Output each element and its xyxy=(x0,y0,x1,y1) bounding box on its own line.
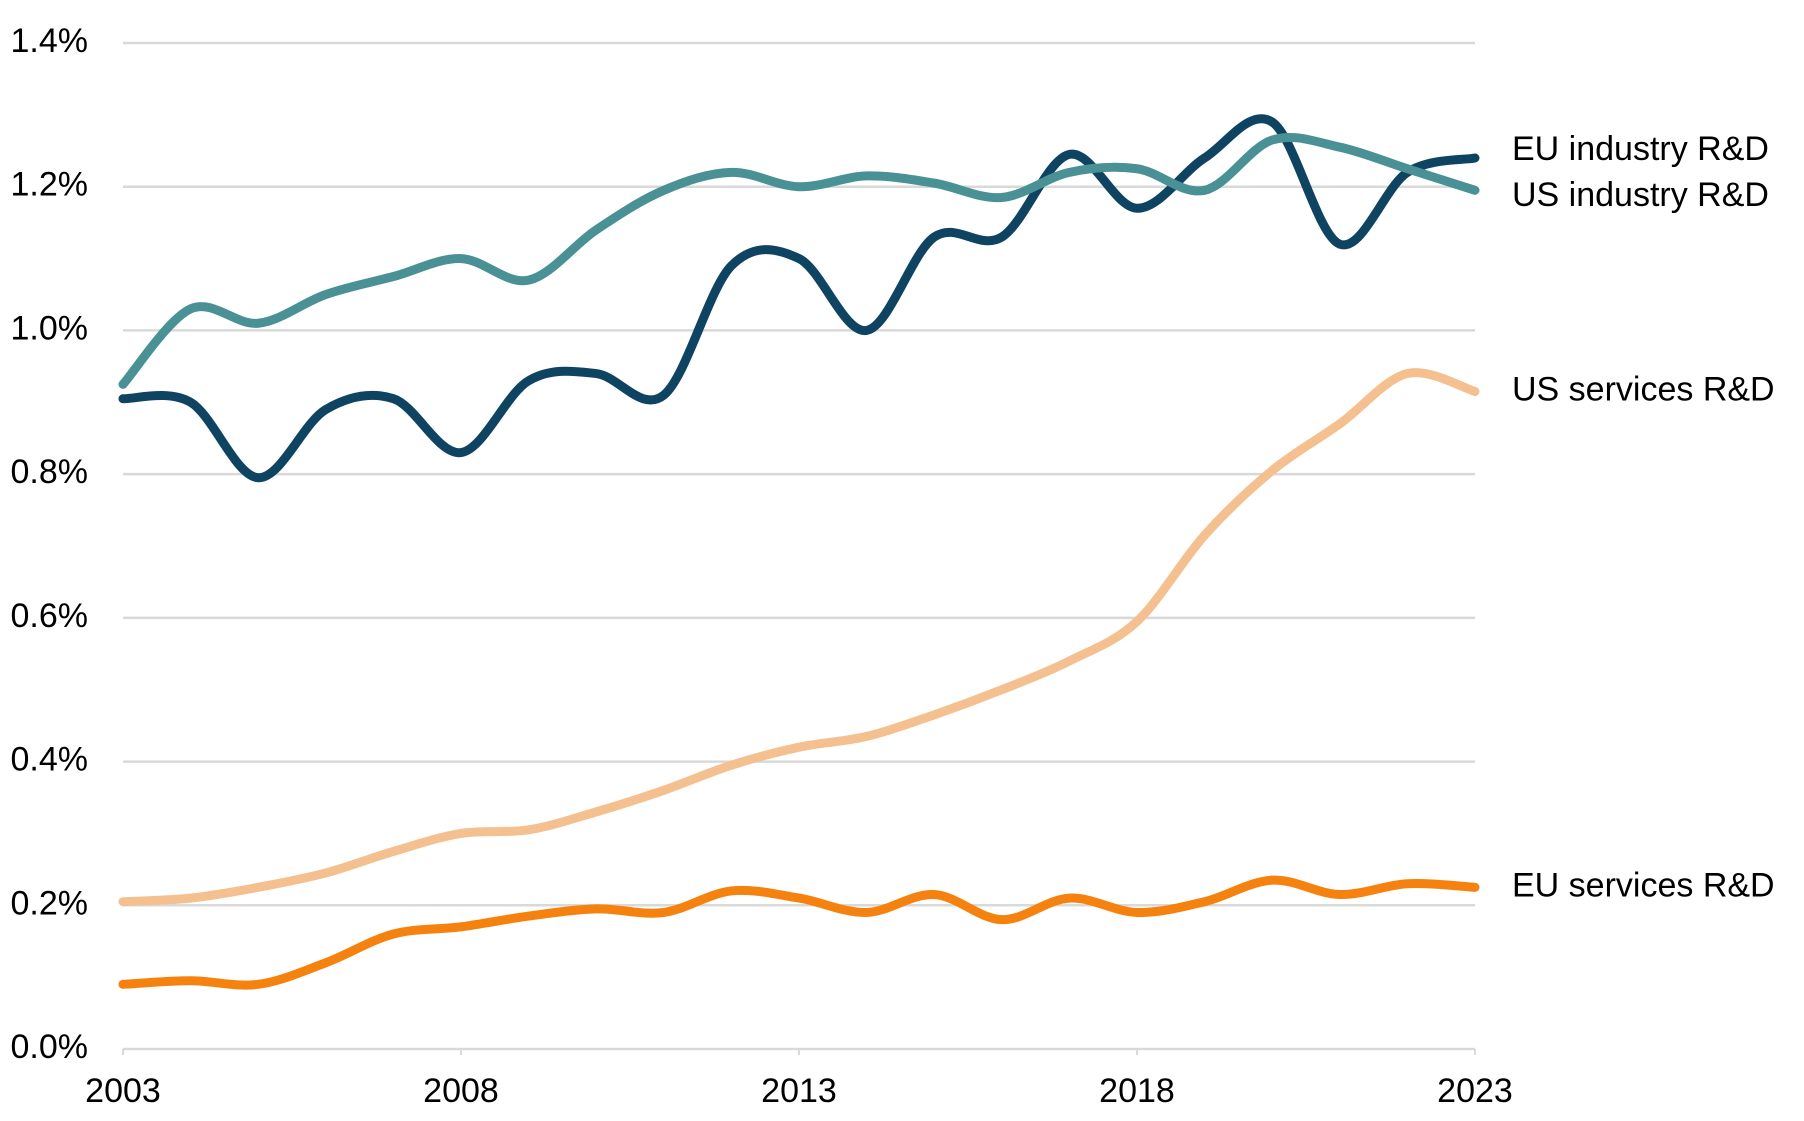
y-tick-label: 0.0% xyxy=(11,1028,89,1066)
series-line xyxy=(118,114,1480,483)
series-label: US services R&D xyxy=(1512,370,1775,408)
y-tick-label: 1.4% xyxy=(11,22,89,60)
y-tick-label: 1.0% xyxy=(11,309,89,347)
y-tick-label: 1.2% xyxy=(11,166,89,204)
x-tick-label: 2023 xyxy=(1437,1072,1513,1110)
series-line xyxy=(118,875,1480,990)
y-tick-label: 0.4% xyxy=(11,741,89,779)
y-tick-label: 0.8% xyxy=(11,453,89,491)
x-tick-label: 2018 xyxy=(1099,1072,1175,1110)
y-tick-label: 0.6% xyxy=(11,597,89,635)
series-label: EU services R&D xyxy=(1512,866,1775,904)
y-tick-label: 0.2% xyxy=(11,884,89,922)
x-tick-label: 2003 xyxy=(85,1072,161,1110)
series-label: US industry R&D xyxy=(1512,176,1769,214)
series-line xyxy=(118,132,1480,389)
x-tick-label: 2013 xyxy=(761,1072,837,1110)
series-label: EU industry R&D xyxy=(1512,130,1769,168)
series-line xyxy=(118,368,1480,907)
x-tick-label: 2008 xyxy=(423,1072,499,1110)
